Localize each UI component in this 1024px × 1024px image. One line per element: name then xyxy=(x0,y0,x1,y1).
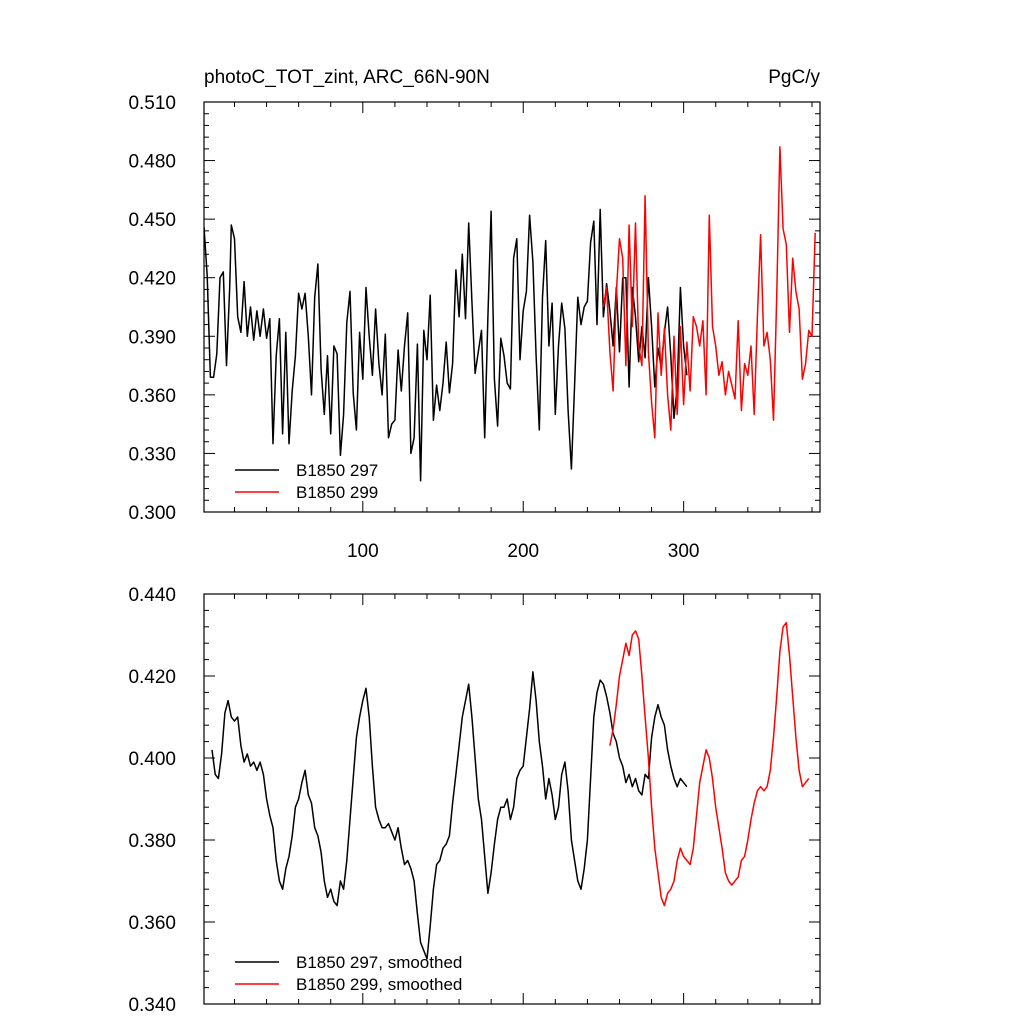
y-tick-label: 0.340 xyxy=(128,995,176,1016)
x-tick-label: 200 xyxy=(507,541,539,562)
y-tick-label: 0.450 xyxy=(128,210,176,231)
y-tick-label: 0.300 xyxy=(128,503,176,524)
chart-title: photoC_TOT_zint, ARC_66N-90N xyxy=(204,67,490,88)
plot-frame xyxy=(203,101,821,513)
y-tick-label: 0.330 xyxy=(128,444,176,465)
series-line-2 xyxy=(602,146,816,439)
x-tick-label: 300 xyxy=(668,541,700,562)
legend-label: B1850 299 xyxy=(296,483,378,502)
y-tick-label: 0.440 xyxy=(128,585,176,606)
y-tick-label: 0.380 xyxy=(128,831,176,852)
y-tick-label: 0.390 xyxy=(128,327,176,348)
legend-label: B1850 299, smoothed xyxy=(296,975,462,994)
units-label: PgC/y xyxy=(768,67,820,88)
y-tick-label: 0.420 xyxy=(128,269,176,290)
y-tick-label: 0.400 xyxy=(128,749,176,770)
bottom-panel: 0.340 0.360 0.380 0.400 0.420 0.440 B1850 297,… xyxy=(128,585,821,1016)
y-tick-label: 0.510 xyxy=(128,93,176,114)
legend-label: B1850 297 xyxy=(296,461,378,480)
y-tick-label: 0.480 xyxy=(128,152,176,173)
series-line-1 xyxy=(211,671,688,960)
x-tick-label: 100 xyxy=(347,541,379,562)
series-line-2 xyxy=(609,621,810,907)
y-tick-label: 0.360 xyxy=(128,913,176,934)
plot-frame xyxy=(203,593,821,1005)
y-tick-label: 0.360 xyxy=(128,386,176,407)
y-tick-label: 0.420 xyxy=(128,667,176,688)
top-panel: 0.300 0.330 0.360 0.390 0.420 0.450 0.480 0.510… xyxy=(128,67,821,562)
legend-label: B1850 297, smoothed xyxy=(296,953,462,972)
